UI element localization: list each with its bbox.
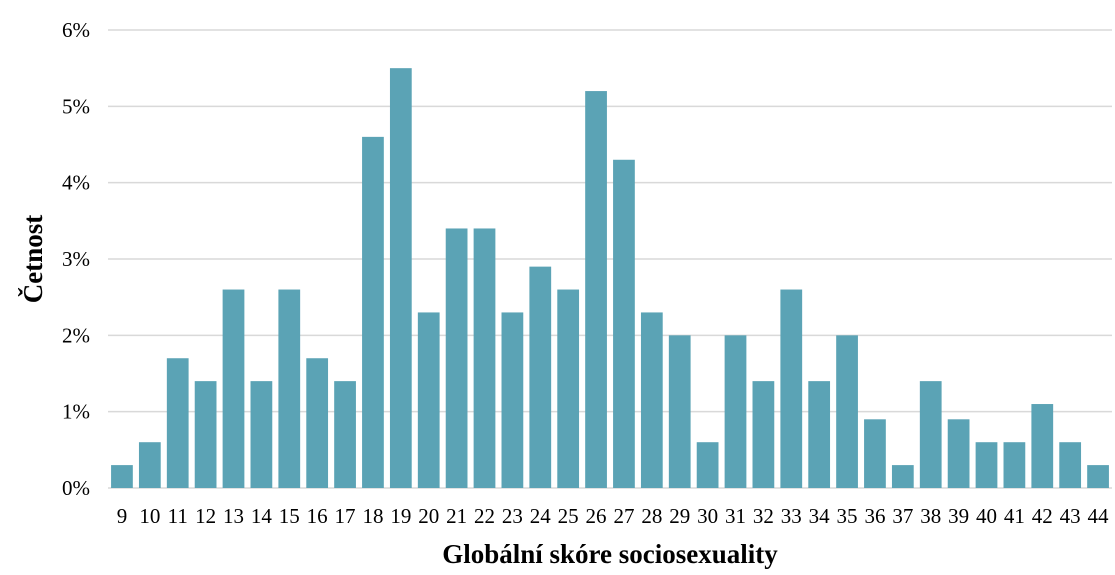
bar-18 [362,136,384,488]
bar-14 [250,381,273,488]
x-tick-label: 31 [725,504,746,528]
x-tick-label: 23 [502,504,523,528]
bar-31 [724,335,747,488]
bar-29 [668,335,691,488]
bar-28 [640,312,663,488]
bar-40 [975,442,998,488]
x-tick-label: 43 [1060,504,1081,528]
bar-15 [278,289,301,488]
bar-43 [1059,442,1082,488]
y-tick-label: 3% [62,247,90,271]
x-tick-label: 11 [168,504,188,528]
y-tick-label: 5% [62,94,90,118]
bar-42 [1031,404,1054,488]
gridlines [108,29,1112,489]
x-tick-label: 34 [809,504,831,528]
x-tick-label: 41 [1004,504,1025,528]
bar-35 [836,335,858,488]
x-tick-label: 28 [641,504,662,528]
y-tick-label: 6% [62,18,90,42]
bar-19 [389,68,412,489]
x-tick-label: 35 [837,504,858,528]
x-tick-label: 40 [976,504,997,528]
x-tick-label: 37 [892,504,913,528]
bar-34 [808,381,831,488]
x-tick-label: 10 [139,504,160,528]
bar-20 [417,312,440,488]
x-tick-label: 17 [335,504,356,528]
x-tick-label: 14 [251,504,273,528]
bar-21 [445,228,468,488]
bar-26 [585,91,607,489]
x-tick-label: 27 [613,504,634,528]
x-tick-label: 12 [195,504,216,528]
bar-24 [529,266,552,488]
y-tick-label: 2% [62,323,90,347]
bar-44 [1087,465,1109,488]
x-tick-label: 32 [753,504,774,528]
bar-25 [557,289,580,488]
x-tick-label: 13 [223,504,244,528]
x-tick-label: 16 [307,504,328,528]
x-tick-label: 44 [1088,504,1110,528]
x-tick-label: 22 [474,504,495,528]
y-tick-label: 1% [62,400,90,424]
bar-13 [222,289,245,488]
y-axis-title: Četnost [18,215,48,304]
bars [111,68,1109,489]
bar-11 [166,358,189,488]
bar-9 [111,465,133,488]
x-tick-label: 15 [279,504,300,528]
x-tick-label: 39 [948,504,969,528]
bar-10 [138,442,161,488]
x-tick-label: 29 [669,504,690,528]
bar-37 [891,465,914,488]
y-tick-label: 0% [62,476,90,500]
x-tick-label: 19 [390,504,411,528]
bar-41 [1003,442,1026,488]
x-tick-label: 36 [864,504,885,528]
bar-32 [752,381,775,488]
x-tick-label: 42 [1032,504,1053,528]
x-tick-label: 21 [446,504,467,528]
x-tick-labels: 9 10 11 12 13 14 15 16 17 18 19 20 21 22 23 24 25 26 27 28 2… [117,504,1109,528]
x-tick-label: 25 [558,504,579,528]
x-tick-label: 38 [920,504,941,528]
x-tick-label: 26 [586,504,607,528]
x-tick-label: 18 [362,504,383,528]
bar-16 [306,358,329,488]
bar-39 [947,419,970,488]
bar-23 [501,312,524,488]
bar-22 [473,228,496,488]
bar-12 [194,381,217,488]
x-tick-label: 9 [117,504,128,528]
x-axis-title: Globální skóre sociosexuality [442,539,778,569]
bar-36 [864,419,886,488]
bar-17 [334,381,356,488]
bar-30 [696,442,719,488]
y-tick-label: 4% [62,171,90,195]
bar-33 [780,289,803,488]
x-tick-label: 30 [697,504,718,528]
x-tick-label: 33 [781,504,802,528]
y-tick-labels: 0% 1% 2% 3% 4% 5% 6% [62,18,90,500]
bar-27 [613,159,635,488]
x-tick-label: 20 [418,504,439,528]
x-tick-label: 24 [530,504,552,528]
bar-38 [919,381,942,488]
